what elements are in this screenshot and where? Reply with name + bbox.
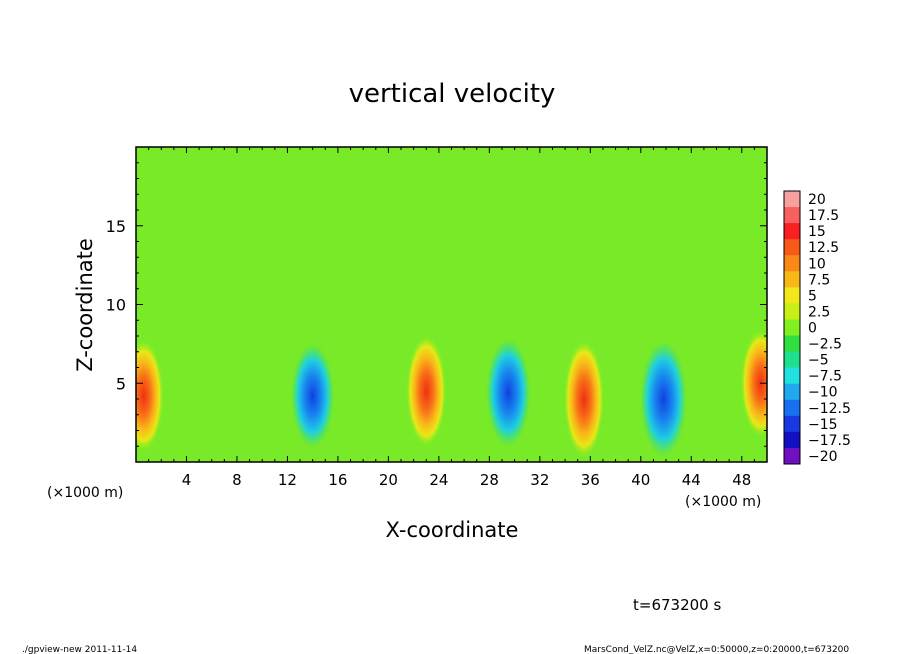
- colorbar-label: −7.5: [808, 369, 842, 385]
- colorbar-label: −15: [808, 417, 838, 433]
- y-axis-label: Z-coordinate: [73, 238, 97, 372]
- colorbar-label: 12.5: [808, 240, 839, 256]
- colorbar-swatch: [784, 239, 800, 256]
- colorbar-swatch: [784, 367, 800, 385]
- time-label: t=673200 s: [633, 596, 721, 614]
- y-tick-label: 15: [106, 217, 126, 236]
- colorbar-swatch: [784, 207, 800, 224]
- colorbar-label: −10: [808, 385, 838, 401]
- x-tick-label: 12: [278, 471, 297, 489]
- footer-right: MarsCond_VelZ.nc@VelZ,x=0:50000,z=0:2000…: [584, 645, 849, 654]
- colorbar-swatch: [784, 335, 800, 353]
- x-tick-label: 36: [581, 471, 600, 489]
- x-tick-label: 4: [182, 471, 192, 489]
- colorbar-label: 7.5: [808, 272, 830, 288]
- x-tick-label: 28: [480, 471, 499, 489]
- colorbar-swatch: [784, 415, 800, 433]
- updraft-cell-2: [406, 335, 447, 448]
- x-tick-label: 8: [232, 471, 242, 489]
- updraft-cell-0: [136, 339, 164, 452]
- colorbar-label: 17.5: [808, 208, 839, 224]
- colorbar-frame: [783, 190, 801, 465]
- colorbar-label: 2.5: [808, 304, 830, 320]
- colorbar-label: 15: [808, 224, 826, 240]
- colorbar-label: −2.5: [808, 337, 842, 353]
- colorbar-label: 10: [808, 256, 826, 272]
- x-tick-label: 44: [682, 471, 701, 489]
- colorbar-swatch: [784, 223, 800, 240]
- downdraft-cell-1: [291, 343, 335, 448]
- updraft-cell-6: [740, 329, 767, 438]
- x-tick-label: 48: [732, 471, 751, 489]
- x-tick-label: 16: [328, 471, 347, 489]
- colorbar-label: 20: [808, 192, 826, 208]
- x-axis-label: X-coordinate: [386, 518, 519, 542]
- colorbar-swatch: [784, 351, 800, 369]
- colorbar-swatch: [784, 319, 800, 337]
- colorbar-swatch: [784, 271, 800, 288]
- colorbar-swatch: [784, 255, 800, 272]
- colorbar-swatch: [784, 399, 800, 417]
- colorbar-swatch: [784, 303, 800, 320]
- colorbar: 2017.51512.5107.552.50−2.5−5−7.5−10−12.5…: [783, 190, 851, 465]
- x-axis-unit-right: (×1000 m): [685, 494, 761, 510]
- updraft-cell-4: [564, 340, 605, 458]
- x-tick-label: 32: [530, 471, 549, 489]
- colorbar-label: −20: [808, 449, 838, 465]
- x-tick-label: 24: [429, 471, 448, 489]
- colorbar-label: 5: [808, 288, 817, 304]
- x-axis-unit: (×1000 m): [47, 485, 123, 501]
- colorbar-swatch: [784, 431, 800, 449]
- colorbar-label: −12.5: [808, 401, 851, 417]
- x-tick-label: 20: [379, 471, 398, 489]
- colorbar-swatch: [784, 383, 800, 401]
- colorbar-label: −17.5: [808, 433, 851, 449]
- colorbar-swatch: [784, 191, 800, 208]
- footer-left: ./gpview-new 2011-11-14: [22, 645, 137, 654]
- downdraft-cell-3: [486, 338, 531, 447]
- downdraft-cell-5: [640, 341, 687, 457]
- y-tick-label: 5: [116, 374, 126, 393]
- y-tick-label: 10: [106, 296, 126, 315]
- colorbar-swatch: [784, 287, 800, 304]
- colorbar-label: 0: [808, 321, 817, 337]
- colorbar-swatch: [784, 447, 800, 465]
- colorbar-label: −5: [808, 353, 829, 369]
- chart-title: vertical velocity: [349, 79, 556, 109]
- x-tick-label: 40: [631, 471, 650, 489]
